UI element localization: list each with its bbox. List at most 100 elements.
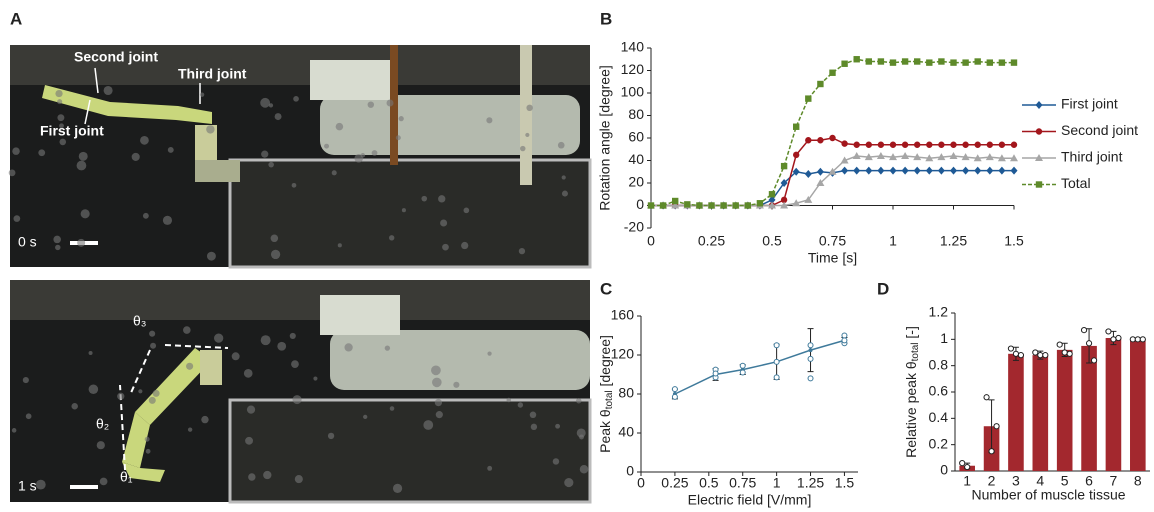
bubble — [206, 125, 215, 134]
bubble — [335, 122, 344, 131]
sample-point — [1007, 345, 1015, 352]
marker — [973, 154, 982, 162]
marker — [768, 201, 776, 209]
sample-point — [1080, 327, 1088, 334]
bubble — [389, 406, 395, 411]
marker — [1010, 154, 1018, 162]
bubble — [579, 464, 589, 474]
bubble — [206, 251, 216, 261]
marker — [720, 202, 727, 209]
bubble — [289, 332, 296, 339]
marker — [793, 123, 800, 130]
marker — [659, 202, 667, 209]
marker — [901, 166, 909, 175]
marker — [841, 140, 848, 147]
marker — [889, 153, 897, 161]
bubble — [8, 169, 16, 177]
marker — [756, 200, 764, 207]
bubble — [12, 147, 20, 155]
y-tick-label: 60 — [628, 129, 644, 145]
x-tick-label: 5 — [1061, 473, 1069, 489]
series-line — [651, 155, 1014, 207]
bubble — [270, 234, 279, 243]
bubble — [71, 403, 78, 410]
marker — [672, 197, 679, 205]
x-tick-label: 8 — [1134, 473, 1142, 489]
bubble — [517, 402, 524, 408]
x-tick-label: 0.5 — [762, 233, 782, 249]
bubble — [246, 405, 256, 414]
bubble — [103, 85, 113, 96]
bubble — [140, 135, 149, 145]
marker — [998, 59, 1006, 66]
sample-point — [739, 369, 746, 376]
bubble — [487, 465, 493, 471]
bubble — [438, 195, 446, 203]
sample-point — [993, 423, 1000, 430]
sample-point — [739, 362, 746, 369]
bubble — [263, 470, 272, 480]
marker — [950, 59, 957, 66]
bubble — [55, 244, 61, 251]
bubble — [331, 170, 337, 176]
bubble — [520, 145, 526, 152]
bubble — [99, 477, 108, 486]
marker — [925, 154, 934, 162]
bubble — [260, 97, 271, 108]
marker — [974, 58, 981, 65]
y-tick-label: 1.2 — [929, 304, 949, 320]
y-tick-label: 1 — [940, 330, 948, 346]
marker — [840, 156, 849, 164]
bubble — [145, 448, 151, 454]
bubble — [80, 209, 90, 219]
series-line — [651, 58, 1014, 207]
bubble — [162, 215, 173, 225]
bar — [1081, 345, 1097, 471]
marker — [877, 141, 885, 148]
y-axis-label: Relative peak θtotal [-] — [903, 326, 921, 458]
panel-label: B — [600, 9, 612, 28]
marker — [780, 162, 788, 170]
bubble — [461, 241, 469, 250]
marker — [1035, 128, 1043, 135]
x-tick-label: 1 — [963, 473, 971, 489]
y-axis-label-part: [-] — [903, 326, 919, 342]
bubble — [243, 369, 253, 378]
marker — [744, 202, 751, 209]
pointer — [84, 67, 201, 125]
sample-point — [807, 342, 814, 349]
x-tick-label: 0 — [647, 233, 655, 249]
bubble — [576, 398, 582, 404]
x-tick-label: 0.25 — [661, 475, 688, 491]
sample-point — [671, 386, 678, 393]
marker — [1035, 181, 1043, 188]
marker — [950, 141, 957, 148]
marker — [853, 56, 860, 63]
x-tick-label: 0 — [637, 475, 645, 491]
sample-point — [983, 394, 990, 401]
sample-point — [1139, 336, 1146, 343]
bubble — [293, 96, 299, 102]
bubble — [25, 413, 32, 420]
marker — [708, 202, 715, 209]
marker — [864, 153, 873, 161]
marker — [998, 166, 1006, 175]
x-tick-label: 6 — [1085, 473, 1093, 489]
bubble — [261, 150, 269, 158]
y-tick-label: 40 — [618, 424, 634, 440]
bubble — [57, 99, 63, 105]
y-tick-label: 160 — [611, 307, 635, 323]
marker — [1010, 141, 1018, 148]
bubble — [201, 415, 209, 424]
sample-point — [773, 342, 780, 349]
bubble — [291, 360, 299, 368]
photo-bottom — [10, 280, 592, 504]
marker — [938, 58, 945, 65]
bubble — [88, 384, 99, 394]
y-tick-label: 0 — [636, 196, 644, 212]
marker — [1035, 101, 1043, 109]
bubble — [327, 432, 335, 440]
photo-label: Second joint — [74, 49, 158, 65]
marker — [986, 141, 993, 148]
time-label: 1 s — [18, 478, 37, 494]
